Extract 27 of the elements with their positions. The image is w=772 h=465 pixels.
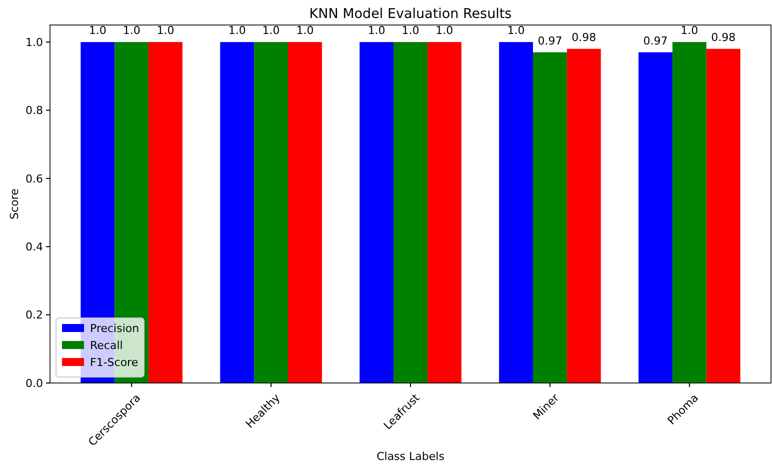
legend-label: Recall xyxy=(90,338,123,352)
y-tick-label: 0.2 xyxy=(26,308,43,322)
data-label: 1.0 xyxy=(402,24,420,38)
data-label: 1.0 xyxy=(156,24,174,38)
x-axis-title: Class Labels xyxy=(376,450,445,463)
y-tick-label: 0.8 xyxy=(26,104,43,118)
data-label: 1.0 xyxy=(296,24,314,38)
data-label: 1.0 xyxy=(436,24,454,38)
legend-label: F1-Score xyxy=(90,356,138,369)
data-label: 1.0 xyxy=(122,24,140,38)
chart-title: KNN Model Evaluation Results xyxy=(309,6,512,22)
data-label: 0.97 xyxy=(643,34,668,48)
data-label: 1.0 xyxy=(368,24,386,38)
data-label: 1.0 xyxy=(228,24,246,38)
y-tick-label: 1.0 xyxy=(26,36,43,49)
data-label: 0.97 xyxy=(538,34,562,48)
y-axis-title: Score xyxy=(8,188,21,220)
data-label: 1.0 xyxy=(507,24,525,38)
legend-label: Precision xyxy=(90,322,140,335)
y-tick-label: 0.0 xyxy=(26,376,43,390)
data-label: 1.0 xyxy=(680,24,698,38)
data-label: 1.0 xyxy=(88,24,106,38)
y-tick-label: 0.6 xyxy=(26,172,43,186)
data-label: 1.0 xyxy=(262,24,280,38)
y-tick-label: 0.4 xyxy=(26,240,43,254)
data-label: 0.98 xyxy=(711,30,736,44)
data-label: 0.98 xyxy=(572,30,596,44)
